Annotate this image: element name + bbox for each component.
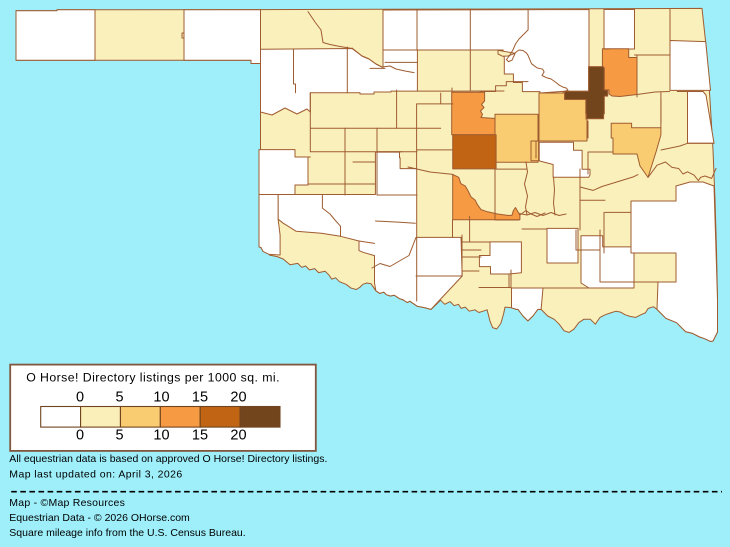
svg-text:20: 20 <box>230 428 246 444</box>
svg-text:5: 5 <box>115 389 123 405</box>
svg-text:Square mileage info from the U: Square mileage info from the U.S. Census… <box>9 527 245 539</box>
svg-text:O Horse! Directory listings pe: O Horse! Directory listings per 1000 sq.… <box>26 371 280 385</box>
svg-text:10: 10 <box>153 428 169 444</box>
svg-text:5: 5 <box>115 428 123 444</box>
svg-text:20: 20 <box>230 389 246 405</box>
svg-text:Equestrian Data - © 2026 OHors: Equestrian Data - © 2026 OHorse.com <box>9 512 190 524</box>
svg-text:Map last updated on: April 3,: Map last updated on: April 3, 2026 <box>9 468 182 480</box>
svg-text:Map - ©Map Resources: Map - ©Map Resources <box>9 497 125 509</box>
svg-text:All equestrian data is based o: All equestrian data is based on approved… <box>9 453 327 465</box>
svg-text:0: 0 <box>76 389 84 405</box>
svg-text:15: 15 <box>192 428 208 444</box>
svg-text:0: 0 <box>76 428 84 444</box>
svg-text:10: 10 <box>153 389 169 405</box>
svg-text:15: 15 <box>192 389 208 405</box>
